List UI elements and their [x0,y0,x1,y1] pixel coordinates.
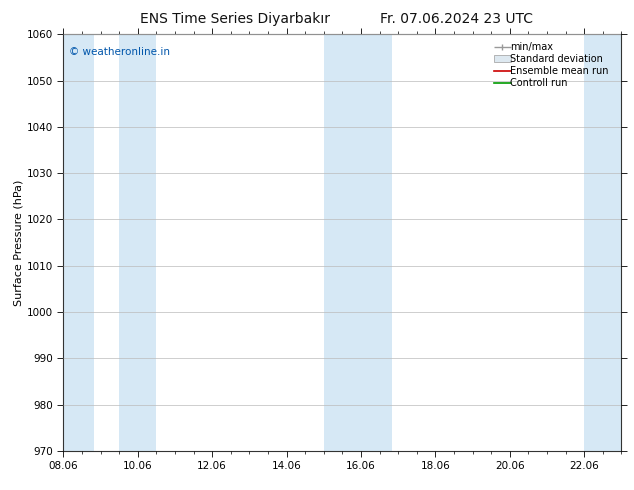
Legend: min/max, Standard deviation, Ensemble mean run, Controll run: min/max, Standard deviation, Ensemble me… [491,39,616,91]
Bar [119,34,157,451]
Bar [324,34,392,451]
Text: ENS Time Series Diyarbakır: ENS Time Series Diyarbakır [139,12,330,26]
Bar [63,34,94,451]
Text: © weatheronline.in: © weatheronline.in [69,47,170,57]
Y-axis label: Surface Pressure (hPa): Surface Pressure (hPa) [14,179,24,306]
Bar [584,34,621,451]
Text: Fr. 07.06.2024 23 UTC: Fr. 07.06.2024 23 UTC [380,12,533,26]
